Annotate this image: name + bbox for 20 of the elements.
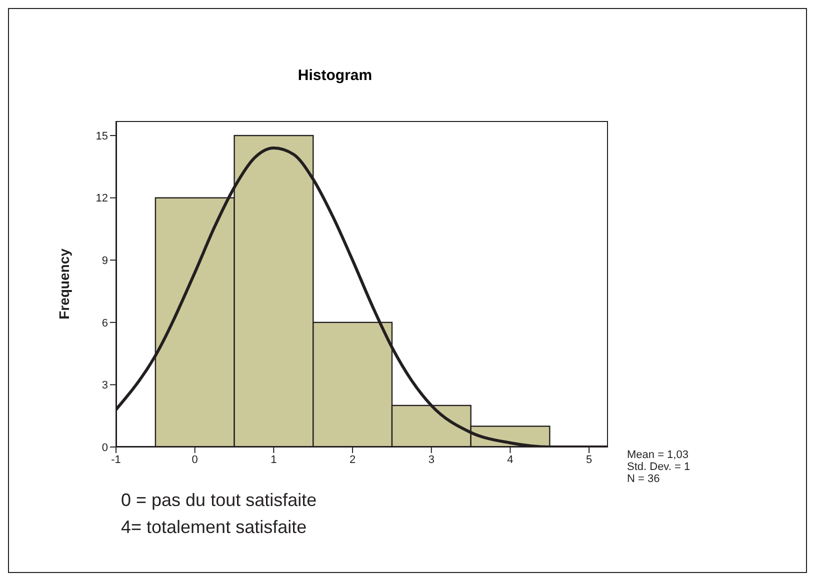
x-tick-label: 4 bbox=[507, 454, 514, 466]
y-axis-title: Frequency bbox=[56, 248, 72, 320]
text: 4= totalement satisfaite bbox=[121, 516, 308, 539]
y-tick-label: 9 bbox=[102, 255, 108, 268]
y-tick-label: 12 bbox=[96, 192, 108, 205]
text: 0 = pas du tout satisfaite bbox=[121, 489, 317, 512]
x-tick-label: 3 bbox=[428, 454, 434, 466]
chart-title: Histogram bbox=[296, 67, 374, 84]
text: N = 36 bbox=[627, 473, 661, 485]
y-tick-label: 0 bbox=[102, 442, 108, 454]
y-tick-label: 6 bbox=[102, 317, 108, 330]
y-tick-label: 15 bbox=[96, 130, 108, 142]
x-tick-label: 0 bbox=[192, 454, 198, 466]
x-tick-label: 5 bbox=[586, 454, 592, 466]
x-tick-label: -1 bbox=[111, 454, 121, 466]
x-tick-label: 2 bbox=[349, 454, 356, 466]
y-tick-label: 3 bbox=[102, 380, 108, 392]
text: Mean = 1,03 bbox=[627, 449, 690, 461]
x-tick-label: 1 bbox=[270, 454, 277, 466]
text: Std. Dev. = 1 bbox=[627, 461, 690, 473]
